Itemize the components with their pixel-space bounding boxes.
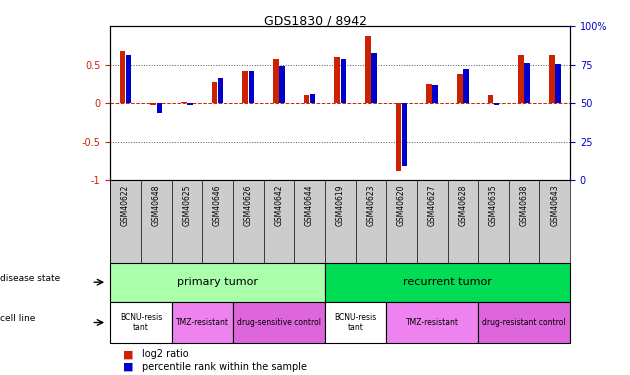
Bar	[524, 63, 530, 103]
Bar	[171, 302, 233, 343]
Bar	[427, 84, 432, 103]
Text: TMZ-resistant: TMZ-resistant	[176, 318, 229, 327]
Text: GSM40623: GSM40623	[367, 184, 375, 226]
Bar	[488, 96, 493, 103]
Bar	[212, 82, 217, 103]
Text: ■: ■	[123, 350, 134, 359]
Bar	[365, 36, 370, 103]
Text: GSM40648: GSM40648	[152, 184, 161, 226]
Bar	[478, 302, 570, 343]
Bar	[156, 103, 162, 113]
Bar	[243, 71, 248, 103]
Text: drug-resistant control: drug-resistant control	[483, 318, 566, 327]
Bar	[304, 96, 309, 103]
Bar	[463, 69, 469, 103]
Bar	[181, 102, 186, 103]
Bar	[233, 302, 325, 343]
Text: GSM40638: GSM40638	[520, 184, 529, 226]
Bar	[371, 53, 377, 103]
Text: BCNU-resis
tant: BCNU-resis tant	[120, 313, 162, 332]
Text: GSM40646: GSM40646	[213, 184, 222, 226]
Text: BCNU-resis
tant: BCNU-resis tant	[335, 313, 377, 332]
Text: GSM40642: GSM40642	[275, 184, 284, 226]
Bar	[110, 262, 325, 302]
Bar	[494, 103, 500, 105]
Text: primary tumor: primary tumor	[177, 277, 258, 287]
Bar	[325, 302, 386, 343]
Text: GSM40626: GSM40626	[244, 184, 253, 226]
Text: percentile rank within the sample: percentile rank within the sample	[142, 362, 307, 372]
Text: disease state: disease state	[0, 274, 60, 283]
Text: drug-sensitive control: drug-sensitive control	[237, 318, 321, 327]
Bar	[218, 78, 224, 103]
Text: GSM40628: GSM40628	[459, 184, 467, 225]
Text: GDS1830 / 8942: GDS1830 / 8942	[263, 15, 367, 28]
Bar	[325, 262, 570, 302]
Text: GSM40619: GSM40619	[336, 184, 345, 226]
Text: cell line: cell line	[0, 314, 35, 323]
Bar	[248, 71, 254, 103]
Text: log2 ratio: log2 ratio	[142, 350, 188, 359]
Text: GSM40620: GSM40620	[397, 184, 406, 226]
Text: GSM40625: GSM40625	[183, 184, 192, 226]
Bar	[549, 56, 554, 103]
Bar	[126, 55, 132, 103]
Bar	[432, 86, 438, 103]
Text: GSM40622: GSM40622	[121, 184, 130, 225]
Text: recurrent tumor: recurrent tumor	[403, 277, 492, 287]
Bar	[310, 94, 316, 103]
Bar	[386, 302, 478, 343]
Bar	[555, 64, 561, 103]
Text: ■: ■	[123, 362, 134, 372]
Bar	[279, 66, 285, 103]
Text: TMZ-resistant: TMZ-resistant	[406, 318, 459, 327]
Bar	[457, 74, 462, 103]
Bar	[518, 55, 524, 103]
Bar	[151, 103, 156, 105]
Text: GSM40643: GSM40643	[551, 184, 559, 226]
Bar	[335, 57, 340, 103]
Bar	[273, 59, 278, 103]
Bar	[340, 59, 346, 103]
Bar	[396, 103, 401, 171]
Bar	[402, 103, 408, 166]
Bar	[120, 51, 125, 103]
Text: GSM40644: GSM40644	[305, 184, 314, 226]
Text: GSM40635: GSM40635	[489, 184, 498, 226]
Text: GSM40627: GSM40627	[428, 184, 437, 226]
Bar	[110, 302, 171, 343]
Bar	[187, 103, 193, 105]
